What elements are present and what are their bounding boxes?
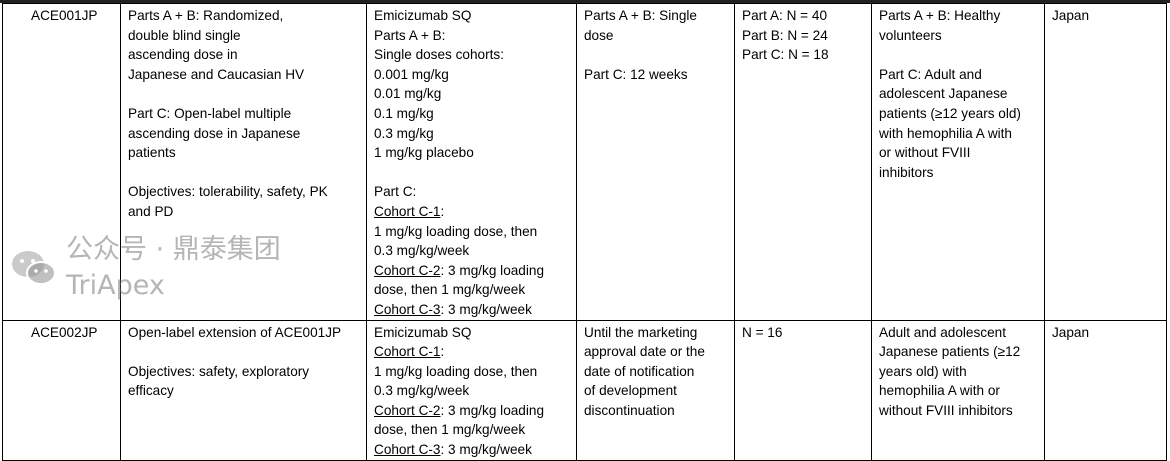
cohort-label: Cohort C-2 bbox=[374, 402, 441, 418]
cell-line: dose, then 1 mg/kg/week bbox=[374, 282, 526, 298]
cell-study-id: ACE001JP bbox=[2, 3, 121, 321]
cohort-label: Cohort C-3 bbox=[374, 442, 441, 458]
cell-line: Part C: 12 weeks bbox=[584, 66, 688, 82]
cell-line: or without FVIII bbox=[879, 145, 971, 161]
cell-line: Cohort C-3: 3 mg/kg/week bbox=[374, 440, 570, 460]
header-row-cutoff bbox=[0, 0, 1170, 3]
cell-line: inhibitors bbox=[879, 164, 934, 180]
cell-line: 0.3 mg/kg/week bbox=[374, 243, 470, 259]
cell-line: of development bbox=[584, 383, 677, 399]
cell-line: Japanese and Caucasian HV bbox=[128, 66, 305, 82]
cell-population: Adult and adolescent Japanese patients (≥… bbox=[871, 319, 1045, 461]
cell-line bbox=[879, 45, 1038, 65]
cell-line: Cohort C-1: bbox=[374, 342, 570, 362]
cell-line: 0.3 mg/kg bbox=[374, 125, 434, 141]
cell-line: ACE001JP bbox=[31, 8, 98, 23]
cell-design: Parts A + B: Randomized, double blind sin… bbox=[120, 3, 367, 321]
cohort-detail: : 3 mg/kg loading bbox=[440, 402, 545, 418]
cell-line: Part A: N = 40 bbox=[742, 8, 828, 23]
cell-line bbox=[128, 84, 360, 104]
cell-line: double blind single bbox=[128, 27, 241, 43]
cell-line: approval date or the bbox=[584, 344, 705, 360]
cell-line: years old) with bbox=[879, 363, 967, 379]
cell-line bbox=[374, 163, 570, 183]
cell-line: Japan bbox=[1052, 8, 1090, 23]
cohort-label: Cohort C-2 bbox=[374, 262, 441, 278]
cell-line: 1 mg/kg loading dose, then bbox=[374, 223, 538, 239]
cell-line: patients (≥12 years old) bbox=[879, 105, 1021, 121]
cohort-detail: : 3 mg/kg loading bbox=[440, 262, 545, 278]
cell-line: Part B: N = 24 bbox=[742, 27, 828, 43]
cell-line: 0.001 mg/kg bbox=[374, 66, 449, 82]
cohort-detail: : bbox=[440, 344, 445, 360]
table-row: ACE001JP Parts A + B: Randomized, double b… bbox=[2, 3, 1167, 321]
cell-line: efficacy bbox=[128, 383, 174, 399]
cell-line: without FVIII inhibitors bbox=[879, 402, 1013, 418]
cell-duration: Parts A + B: Single dose Part C: 12 weeks bbox=[576, 3, 735, 321]
cell-line: Part C: Open-label multiple bbox=[128, 105, 292, 121]
cell-population: Parts A + B: Healthy volunteers Part C: Ad… bbox=[871, 3, 1045, 321]
cell-line: 0.3 mg/kg/week bbox=[374, 383, 470, 399]
cell-line: Cohort C-2: 3 mg/kg loading bbox=[374, 261, 570, 281]
cell-country: Japan bbox=[1044, 3, 1167, 321]
cell-line: Emicizumab SQ bbox=[374, 324, 472, 340]
cell-treatment: Emicizumab SQ Cohort C-1: 1 mg/kg loading … bbox=[366, 319, 577, 461]
cell-line: Cohort C-2: 3 mg/kg loading bbox=[374, 401, 570, 421]
cell-line: adolescent Japanese bbox=[879, 86, 1008, 102]
cell-line: N = 16 bbox=[742, 324, 783, 340]
cell-line: Part C: bbox=[374, 184, 417, 200]
study-table: ACE001JP Parts A + B: Randomized, double b… bbox=[2, 3, 1167, 461]
cell-line: ascending dose in Japanese bbox=[128, 125, 301, 141]
cell-line bbox=[128, 342, 360, 362]
cohort-label: Cohort C-3 bbox=[374, 301, 441, 317]
cell-study-id: ACE002JP bbox=[2, 319, 121, 461]
cell-line: Parts A + B: Healthy bbox=[879, 8, 1001, 23]
cohort-label: Cohort C-1 bbox=[374, 203, 441, 219]
cell-line: 0.1 mg/kg bbox=[374, 105, 434, 121]
cohort-detail: : 3 mg/kg/week bbox=[440, 442, 532, 458]
cell-line: Japan bbox=[1052, 324, 1090, 340]
cell-line: with hemophilia A with bbox=[879, 125, 1012, 141]
cell-sample-size: N = 16 bbox=[734, 319, 872, 461]
cell-design: Open-label extension of ACE001JP Objectiv… bbox=[120, 319, 367, 461]
cell-line: Single doses cohorts: bbox=[374, 47, 504, 63]
cell-line: and PD bbox=[128, 203, 174, 219]
cell-line: Objectives: safety, exploratory bbox=[128, 363, 310, 379]
cohort-detail: : 3 mg/kg/week bbox=[440, 301, 532, 317]
cell-line: Open-label extension of ACE001JP bbox=[128, 324, 342, 340]
cell-line: Adult and adolescent bbox=[879, 324, 1006, 340]
cell-line: Part C: N = 18 bbox=[742, 47, 829, 63]
cell-duration: Until the marketing approval date or the d… bbox=[576, 319, 735, 461]
cell-country: Japan bbox=[1044, 319, 1167, 461]
cell-sample-size: Part A: N = 40 Part B: N = 24 Part C: N = … bbox=[734, 3, 872, 321]
cell-line: Part C: Adult and bbox=[879, 66, 982, 82]
cell-line: ACE002JP bbox=[31, 324, 98, 340]
cell-line: dose bbox=[584, 27, 614, 43]
cell-line: Cohort C-1: bbox=[374, 202, 570, 222]
cell-line: Parts A + B: bbox=[374, 27, 446, 43]
cell-line bbox=[128, 163, 360, 183]
cell-line: dose, then 1 mg/kg/week bbox=[374, 422, 526, 438]
cell-line: Parts A + B: Randomized, bbox=[128, 8, 284, 23]
cohort-detail: : bbox=[440, 203, 445, 219]
cell-line bbox=[584, 45, 728, 65]
cell-line: hemophilia A with or bbox=[879, 383, 1000, 399]
cohort-label: Cohort C-1 bbox=[374, 344, 441, 360]
cell-line: Emicizumab SQ bbox=[374, 8, 472, 23]
cell-line: patients bbox=[128, 145, 176, 161]
cell-line: 0.01 mg/kg bbox=[374, 86, 442, 102]
cell-line: date of notification bbox=[584, 363, 695, 379]
cell-line: Cohort C-3: 3 mg/kg/week bbox=[374, 300, 570, 320]
cell-line: 1 mg/kg placebo bbox=[374, 145, 474, 161]
cell-treatment: Emicizumab SQ Parts A + B: Single doses co… bbox=[366, 3, 577, 321]
cell-line: volunteers bbox=[879, 27, 942, 43]
cell-line: Parts A + B: Single bbox=[584, 8, 697, 23]
cell-line: 1 mg/kg loading dose, then bbox=[374, 363, 538, 379]
cell-line: Objectives: tolerability, safety, PK bbox=[128, 184, 328, 200]
cell-line: ascending dose in bbox=[128, 47, 238, 63]
cell-line: Japanese patients (≥12 bbox=[879, 344, 1021, 360]
table-row: ACE002JP Open-label extension of ACE001JP… bbox=[2, 319, 1167, 461]
cell-line: Until the marketing bbox=[584, 324, 698, 340]
cell-line: discontinuation bbox=[584, 402, 675, 418]
